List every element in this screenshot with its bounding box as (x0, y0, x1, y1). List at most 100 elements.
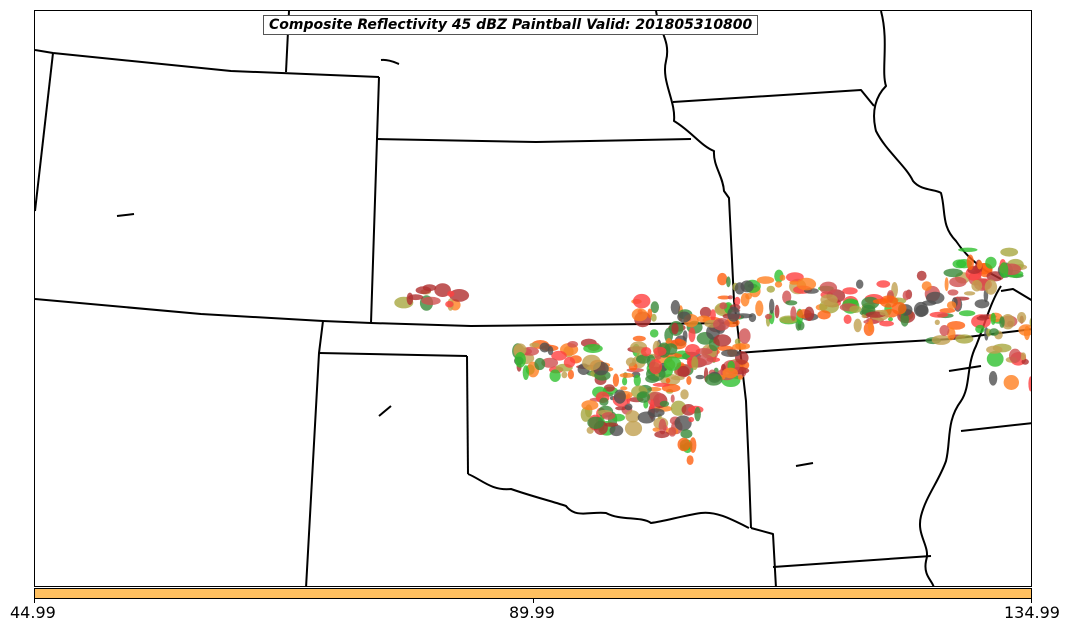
paintball-blob (671, 375, 685, 381)
paintball-blob (1018, 324, 1031, 336)
paintball-blob (671, 322, 679, 335)
paintball-blob (713, 318, 730, 331)
paintball-blob (925, 291, 945, 304)
colorado-south-border (35, 298, 372, 324)
paintball-blob (534, 357, 546, 371)
paintball-blob (624, 420, 643, 437)
paintball-blob (567, 341, 579, 348)
paintball-blob (921, 281, 932, 291)
paintball-blob (688, 327, 696, 343)
missouri-river (655, 11, 738, 324)
paintball-blob (817, 310, 831, 320)
paintball-blob (668, 427, 677, 437)
paintball-blob (583, 344, 603, 353)
paintball-blob (652, 382, 671, 387)
paintball-blob (647, 308, 653, 319)
paintball-blob (819, 281, 838, 295)
iowa-south-border (672, 89, 875, 107)
utah-colorado-border (35, 52, 54, 212)
lake-mcconaughy (380, 58, 400, 65)
paintball-blob (931, 335, 951, 345)
paintball-blob (785, 300, 798, 306)
bootheel (948, 365, 982, 372)
paintball-blob (445, 300, 454, 308)
paintball-blob (934, 319, 940, 325)
paintball-blob (985, 256, 997, 269)
paintball-blob (582, 354, 602, 371)
paintball-blob (541, 357, 559, 368)
paintball-blob (900, 312, 909, 327)
paintball-blobs (394, 247, 1031, 465)
paintball-blob (734, 296, 741, 306)
paintball-blob (632, 335, 646, 342)
paintball-blob (694, 406, 701, 422)
paintball-blob (879, 320, 894, 327)
paintball-blob (609, 424, 624, 437)
paintball-blob (974, 299, 990, 309)
colorbar-label-mid: 89.99 (509, 603, 555, 622)
paintball-blob (695, 354, 714, 366)
paintball-blob (958, 247, 978, 252)
paintball-blob (789, 280, 799, 285)
paintball-blob (975, 324, 985, 334)
paintball-blob (939, 308, 956, 314)
colorbar-label-min: 44.99 (10, 603, 56, 622)
paintball-blob (842, 287, 858, 295)
paintball-blob (719, 302, 728, 310)
paintball-blob (986, 351, 1004, 367)
paintball-blob (1020, 352, 1027, 361)
paintball-blob (612, 373, 620, 387)
paintball-blob (686, 376, 692, 385)
paintball-blob (958, 310, 976, 317)
oklahoma-west-border (466, 355, 469, 475)
paintball-blob (1017, 312, 1027, 323)
paintball-blob (603, 384, 615, 392)
paintball-blob (843, 314, 852, 324)
paintball-blob (977, 260, 983, 270)
colorado-north-border (35, 49, 380, 78)
paintball-blob (680, 429, 693, 439)
paintball-blob (665, 378, 671, 384)
state-boundaries (35, 11, 1031, 586)
oklahoma-panhandle-west (305, 320, 324, 586)
paintball-blob (727, 295, 733, 300)
paintball-blob (764, 313, 773, 320)
paintball-blob (986, 345, 1003, 354)
colorbar-label-max: 134.99 (1004, 603, 1060, 622)
meredith-lake (378, 405, 392, 417)
paintball-blob (682, 330, 688, 341)
paintball-blob (625, 410, 640, 423)
paintball-blob (779, 274, 786, 281)
paintball-blob (599, 397, 609, 406)
paintball-blob (971, 279, 983, 292)
paintball-blob (699, 306, 712, 319)
paintball-blob (902, 290, 910, 301)
paintball-blob (696, 315, 711, 323)
tennessee-south-border (960, 422, 1031, 432)
nebraska-south-border (376, 138, 692, 143)
paintball-blob (695, 374, 705, 380)
paintball-blob (1028, 376, 1031, 392)
paintball-blob (988, 371, 998, 386)
paintball-blob (721, 363, 726, 371)
paintball-blob (625, 357, 637, 367)
paintball-blob (434, 283, 451, 297)
paintball-blob (663, 356, 682, 371)
paintball-blob (659, 400, 670, 407)
paintball-blob (796, 277, 817, 291)
paintball-blob (677, 437, 691, 452)
paintball-blob (691, 356, 699, 370)
paintball-blob (686, 455, 694, 465)
paintball-blob (587, 416, 604, 429)
paintball-blob (774, 281, 783, 288)
paintball-blob (820, 294, 838, 306)
oklahoma-panhandle-south (318, 352, 468, 357)
paintball-blob (677, 365, 690, 378)
paintball-blob (804, 306, 815, 321)
paintball-blob (939, 325, 950, 336)
paintball-blob (732, 343, 747, 350)
paintball-blob (726, 276, 731, 288)
colorbar-tick-mid (533, 599, 534, 603)
paintball-blob (955, 334, 974, 344)
paintball-blob (721, 349, 741, 358)
